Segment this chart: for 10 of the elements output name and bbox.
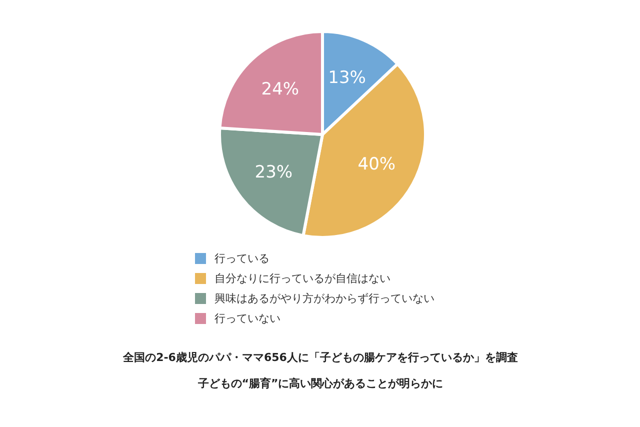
data-label: 23%	[254, 162, 293, 182]
data-label: 24%	[261, 79, 300, 100]
text: 全国の2-6歳児のパパ・ママ656人に「子どもの腸ケアを行っているか」を調査	[122, 351, 518, 364]
data-label: 13%	[328, 68, 366, 88]
legend-label: 自分なりに行っているが自信はない	[214, 272, 390, 285]
legend-label: 行っていない	[214, 312, 280, 325]
data-label: 40%	[358, 154, 396, 174]
legend-label: 興味はあるがやり方がわからず行っていない	[214, 292, 434, 305]
legend-label: 行っている	[214, 252, 270, 265]
text: 子どもの“腸育”に高い関心があることが明らかに	[196, 377, 444, 390]
